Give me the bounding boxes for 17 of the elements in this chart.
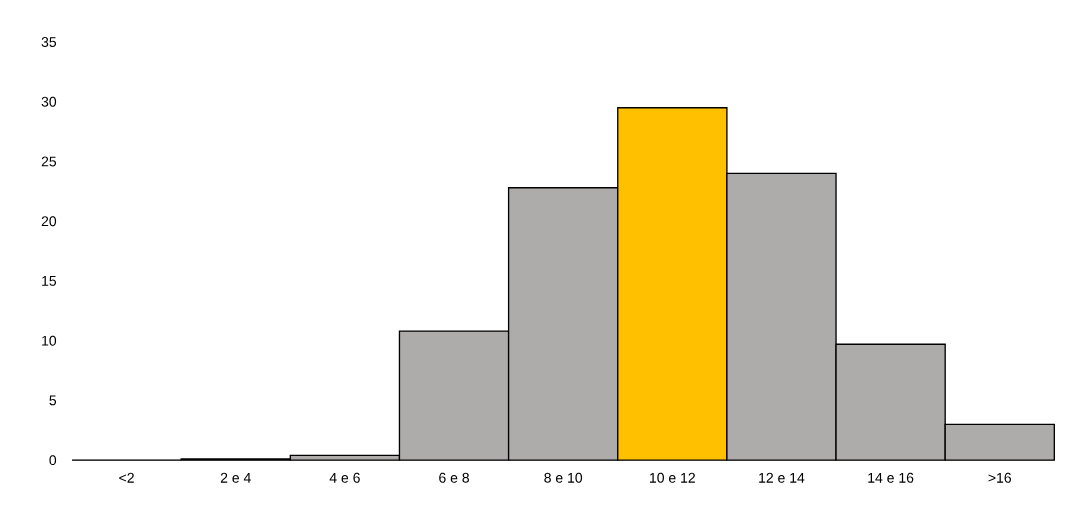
y-tick-label: 15: [42, 275, 57, 286]
y-tick-label: 5: [49, 395, 57, 406]
y-tick-label: 35: [41, 36, 57, 47]
x-tick-label: 8 e 10: [544, 472, 583, 483]
y-tick-label: 30: [41, 96, 57, 107]
x-tick-label: <2: [119, 472, 134, 483]
x-tick-label: 4 e 6: [329, 472, 360, 483]
y-tick-label: 25: [41, 156, 57, 167]
y-tick-label: 10: [42, 335, 57, 346]
x-tick-label: 12 e 14: [759, 472, 805, 483]
x-tick-label: >16: [988, 472, 1012, 483]
x-tick-label: 14 e 16: [868, 472, 914, 483]
y-tick-label: 20: [41, 216, 57, 227]
x-tick-label: 10 e 12: [650, 472, 695, 483]
x-tick-label: 6 e 8: [439, 472, 469, 483]
y-tick-label: 0: [49, 455, 57, 466]
x-tick-label: 2 e 4: [220, 472, 251, 483]
